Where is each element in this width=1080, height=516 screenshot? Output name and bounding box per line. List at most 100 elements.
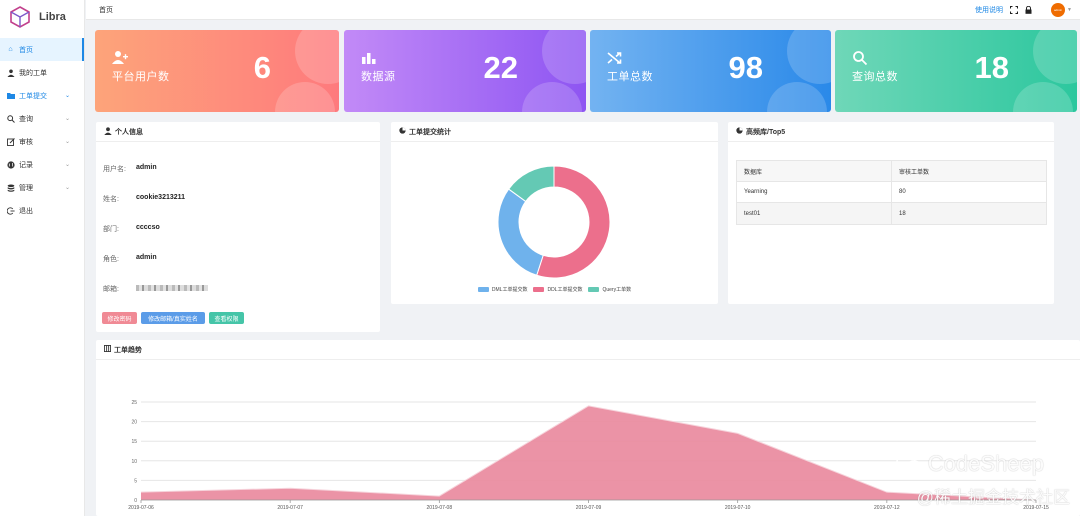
legend-item[interactable]: Query工单数	[588, 286, 631, 293]
x-tick-label: 2019-07-10	[725, 505, 751, 511]
sidebar-item-label: 管理	[19, 184, 33, 192]
column-header[interactable]: 数据库	[737, 161, 892, 181]
decorative-circle	[295, 30, 339, 84]
field-label: 角色:	[103, 256, 119, 263]
stat-card-queries: 查询总数 18	[835, 30, 1077, 112]
chevron-down-icon: ⌄	[64, 162, 70, 168]
submit-stats-panel: 工单提交统计 DML工单提交数 DDL工单提交数 Query工单数	[391, 122, 718, 304]
panel-title-text: 工单提交统计	[409, 128, 451, 136]
field-label: 用户名:	[103, 166, 126, 173]
edit-email-name-button[interactable]: 修改邮箱/真实姓名	[141, 312, 205, 324]
field-label: 姓名:	[103, 196, 119, 203]
donut-slice[interactable]	[507, 165, 555, 203]
donut-slice[interactable]	[497, 188, 544, 276]
field-value: admin	[136, 254, 157, 261]
breadcrumb[interactable]: 首页	[99, 6, 113, 14]
watermark-subtext: @稀土掘金技术社区	[916, 488, 1070, 507]
sidebar-item-label: 审核	[19, 138, 33, 146]
legend-label: DML工单提交数	[491, 287, 528, 293]
legend-swatch	[533, 287, 545, 292]
stat-value: 18	[974, 50, 1009, 85]
area-series[interactable]	[141, 405, 1036, 500]
decorative-circle	[1013, 82, 1073, 112]
field-label: 邮箱:	[103, 286, 119, 293]
sidebar-item-label: 工单提交	[19, 92, 47, 100]
legend-label: Query工单数	[602, 287, 632, 293]
logout-icon	[6, 206, 15, 215]
sidebar-item-query[interactable]: 查询 ⌄	[0, 107, 84, 130]
bar-chart-icon	[362, 53, 376, 64]
watermark-text: CodeSheep	[927, 451, 1044, 476]
sidebar-item-records[interactable]: 记录 ⌄	[0, 153, 84, 176]
table-cell: Yearning	[737, 182, 892, 202]
database-icon	[6, 183, 15, 192]
panel-title: 工单趋势	[96, 340, 1080, 360]
panel-title: 个人信息	[96, 122, 380, 142]
panel-title: 工单提交统计	[391, 122, 718, 142]
column-header[interactable]: 审核工单数	[899, 169, 930, 176]
sidebar-item-home[interactable]: ⌂ 首页	[0, 38, 84, 61]
legend-swatch	[588, 287, 600, 292]
x-tick-label: 2019-07-08	[427, 505, 453, 511]
pie-chart-icon	[399, 127, 406, 136]
sidebar-item-manage[interactable]: 管理 ⌄	[0, 176, 84, 199]
y-tick-label: 25	[131, 400, 137, 406]
change-password-button[interactable]: 修改密码	[102, 312, 137, 324]
table-row[interactable]: test01 18	[737, 203, 1046, 224]
panel-title-text: 高频库/Top5	[746, 128, 786, 136]
shuffle-icon	[607, 52, 622, 64]
donut-chart	[497, 165, 611, 279]
stat-value: 6	[253, 50, 271, 85]
top5-panel: 高频库/Top5 数据库 审核工单数 Yearning 80 test01 18	[728, 122, 1054, 304]
globe-icon	[6, 160, 15, 169]
view-permissions-button[interactable]: 查看权限	[209, 312, 244, 324]
stat-card-orders: 工单总数 98	[590, 30, 831, 112]
panel-title: 高频库/Top5	[728, 122, 1054, 142]
table-cell: test01	[737, 203, 892, 224]
top-header: 首页 使用说明 admin ▼	[86, 0, 1080, 20]
legend-item[interactable]: DDL工单提交数	[533, 286, 582, 293]
chevron-down-icon: ⌄	[64, 116, 70, 122]
field-value: ccccso	[136, 224, 160, 231]
logo[interactable]: Libra	[0, 0, 84, 34]
user-icon	[104, 126, 112, 137]
decorative-circle	[767, 82, 827, 112]
sidebar-item-submit-order[interactable]: 工单提交 ⌄	[0, 84, 84, 107]
stat-card-datasources: 数据源 22	[344, 30, 586, 112]
decorative-circle	[522, 82, 582, 112]
stat-value: 22	[483, 50, 518, 85]
sidebar-item-logout[interactable]: 退出	[0, 199, 84, 222]
field-value: admin	[136, 164, 157, 171]
sidebar-item-label: 退出	[19, 207, 33, 215]
map-icon	[104, 345, 111, 354]
home-icon: ⌂	[8, 46, 13, 53]
legend-item[interactable]: DML工单提交数	[477, 286, 528, 293]
fullscreen-icon[interactable]	[1009, 6, 1018, 15]
x-tick-label: 2019-07-07	[277, 505, 303, 511]
help-link[interactable]: 使用说明	[975, 7, 1004, 14]
series-line	[140, 405, 1037, 501]
app-title: Libra	[39, 11, 66, 23]
stat-card-users: 平台用户数 6	[95, 30, 339, 112]
logo-cube-icon	[10, 6, 30, 28]
x-tick-label: 2019-07-09	[576, 505, 602, 511]
lock-icon[interactable]	[1024, 6, 1033, 15]
avatar[interactable]: admin	[1051, 3, 1066, 17]
chevron-down-icon: ⌄	[64, 185, 70, 191]
y-tick-label: 10	[131, 459, 137, 465]
trend-chart: 0 5 10 15 20 25 2019-07-06 2019-07-07 2019-07-08…	[128, 400, 1049, 511]
watermark: CodeSheep	[895, 451, 1044, 477]
table-row[interactable]: Yearning 80	[737, 182, 1046, 203]
stat-label: 查询总数	[852, 71, 898, 83]
profile-username-row: 用户名: admin	[103, 164, 157, 174]
x-tick-label: 2019-07-15	[1023, 505, 1049, 511]
donut-slice[interactable]	[536, 165, 611, 279]
decorative-circle	[1033, 30, 1077, 84]
sidebar: Libra ⌂ 首页 我的工单 工单提交 ⌄ 查询 ⌄	[0, 0, 85, 516]
edit-icon	[6, 137, 15, 146]
trend-panel: 工单趋势 0 5 10 15 20 25 2019-07-06 2019-07-07 2019-…	[96, 340, 1080, 516]
caret-down-icon[interactable]: ▼	[1067, 7, 1072, 13]
sidebar-item-my-orders[interactable]: 我的工单	[0, 61, 84, 84]
sidebar-item-audit[interactable]: 审核 ⌄	[0, 130, 84, 153]
y-tick-label: 20	[131, 420, 137, 426]
